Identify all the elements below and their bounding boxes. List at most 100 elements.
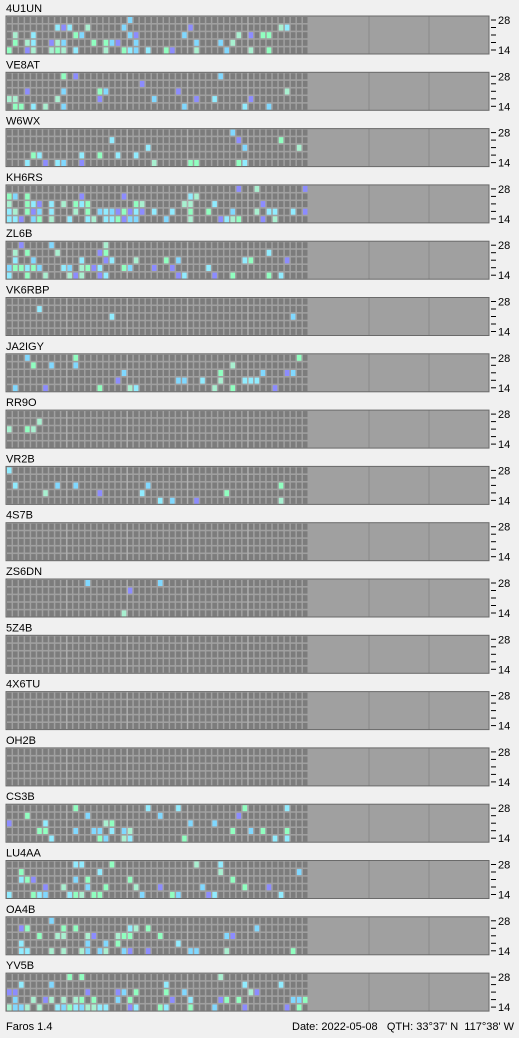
- cell: [115, 137, 121, 144]
- cell: [302, 933, 308, 939]
- cell: [61, 861, 66, 868]
- cell: [194, 306, 199, 313]
- cell: [109, 715, 115, 722]
- cell: [67, 869, 72, 876]
- cell: [206, 692, 211, 699]
- cell: [7, 771, 12, 778]
- cell: [218, 411, 223, 418]
- cell: [31, 482, 36, 489]
- cell: [218, 475, 223, 481]
- cell: [31, 208, 36, 215]
- cell: [19, 925, 24, 932]
- cell: [139, 981, 145, 988]
- cell: [176, 475, 181, 481]
- cell: [115, 756, 121, 763]
- cell: [61, 779, 66, 786]
- cell: [19, 974, 24, 981]
- cell: [151, 24, 157, 31]
- cell: [182, 328, 187, 335]
- cell: [133, 933, 139, 939]
- cell: [188, 933, 193, 939]
- cell: [139, 433, 145, 440]
- cell: [19, 137, 24, 144]
- cell: [248, 989, 254, 996]
- cell: [145, 828, 151, 834]
- cell: [218, 764, 223, 771]
- cell: [218, 208, 223, 215]
- cell: [284, 467, 290, 474]
- cell: [254, 144, 260, 151]
- cell: [127, 137, 133, 144]
- cell: [158, 869, 163, 876]
- cell: [127, 362, 133, 369]
- cell: [103, 32, 109, 39]
- cell: [272, 925, 278, 932]
- cell: [7, 828, 12, 834]
- cell: [115, 587, 121, 594]
- cell: [230, 321, 236, 328]
- cell: [97, 160, 103, 166]
- cell: [25, 370, 30, 376]
- cell: [151, 869, 157, 876]
- cell: [127, 700, 133, 707]
- cell: [67, 756, 72, 763]
- cell: [19, 876, 24, 883]
- cell: [182, 385, 187, 392]
- cell: [67, 546, 72, 553]
- cell: [7, 538, 12, 545]
- cell: [127, 917, 133, 924]
- cell: [212, 723, 217, 729]
- cell: [97, 47, 103, 54]
- cell: [206, 700, 211, 707]
- cell: [290, 643, 296, 650]
- cell: [19, 948, 24, 955]
- cell: [151, 610, 157, 617]
- cell: [212, 523, 217, 530]
- cell: [103, 208, 109, 215]
- cell: [236, 925, 242, 932]
- cell: [115, 636, 121, 643]
- cell: [164, 828, 169, 834]
- cell: [230, 257, 236, 264]
- cell: [13, 144, 18, 151]
- cell: [115, 779, 121, 786]
- cell: [13, 538, 18, 545]
- cell: [296, 32, 302, 39]
- cell: [79, 441, 85, 448]
- cell: [200, 659, 205, 666]
- cell: [37, 433, 42, 440]
- cell: [164, 996, 169, 1003]
- cell: [151, 891, 157, 898]
- cell: [188, 216, 193, 223]
- cell: [278, 771, 284, 778]
- cell: [212, 651, 217, 658]
- band-label-top: 28: [498, 71, 510, 83]
- cell: [25, 32, 30, 39]
- cell: [145, 272, 151, 279]
- cell: [260, 73, 266, 80]
- cell: [218, 700, 223, 707]
- cell: [31, 490, 36, 497]
- cell: [242, 523, 248, 530]
- cell: [176, 441, 181, 448]
- cell: [194, 208, 199, 215]
- cell: [25, 160, 30, 166]
- cell: [218, 377, 223, 384]
- cell: [278, 996, 284, 1003]
- cell: [248, 805, 254, 812]
- cell: [121, 756, 127, 763]
- cell: [176, 925, 181, 932]
- cell: [302, 467, 308, 474]
- cell: [7, 272, 12, 279]
- cell: [296, 996, 302, 1003]
- cell: [55, 940, 60, 947]
- cell: [182, 129, 187, 136]
- cell: [133, 185, 139, 192]
- cell: [25, 193, 30, 200]
- cell: [170, 475, 175, 481]
- cell: [266, 891, 272, 898]
- cell: [127, 933, 133, 939]
- cell: [278, 820, 284, 827]
- cell: [127, 651, 133, 658]
- cell: [254, 185, 260, 192]
